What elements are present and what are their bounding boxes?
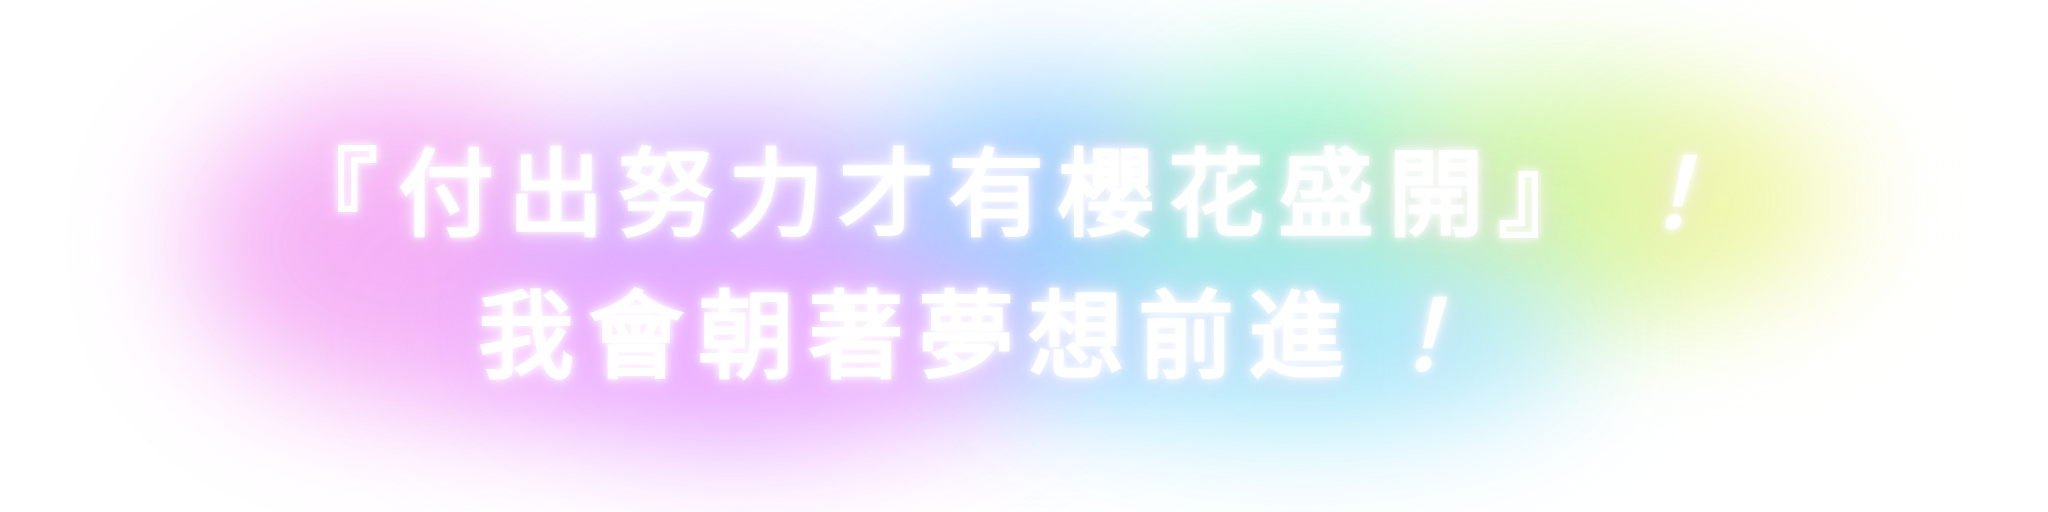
line-1-text: 付出努力才有櫻花盛開 bbox=[398, 139, 1498, 251]
banner-line-2: 我會朝著夢想前進 ！ bbox=[478, 282, 1508, 392]
line-2-exclamation: ！ bbox=[1398, 281, 1508, 393]
close-quote-bracket: 』 bbox=[1498, 139, 1608, 251]
line-2-text: 我會朝著夢想前進 bbox=[478, 281, 1358, 393]
line-1-exclamation: ！ bbox=[1648, 139, 1758, 251]
glow-pink-lower bbox=[420, 250, 1040, 440]
banner-line-1: 『付出努力才有櫻花盛開』 ！ bbox=[282, 140, 1758, 250]
glow-blue-lower bbox=[1020, 250, 1580, 430]
open-quote-bracket: 『 bbox=[282, 139, 392, 251]
glow-yellow bbox=[1590, 110, 1850, 290]
